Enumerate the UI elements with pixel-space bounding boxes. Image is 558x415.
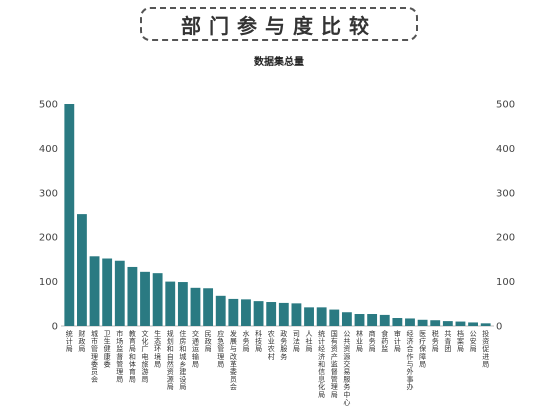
category-label-24: 商务局 (369, 329, 376, 353)
bar-15 (253, 301, 264, 326)
bar-32 (468, 322, 478, 326)
category-label-7: 生态环境局 (154, 329, 161, 368)
y-tick-right-1: 100 (496, 277, 515, 288)
bar-11 (203, 288, 214, 326)
bar-13 (228, 298, 239, 326)
category-label-6: 文化广电旅游局 (142, 329, 149, 384)
bar-7 (152, 273, 163, 326)
bar-10 (190, 287, 201, 326)
y-tick-right-4: 400 (496, 144, 515, 155)
category-label-12: 应急管理局 (217, 329, 224, 368)
category-label-26: 审计局 (394, 329, 401, 353)
bar-16 (266, 302, 277, 326)
y-tick-left-3: 300 (39, 188, 58, 199)
category-label-31: 档案局 (457, 329, 464, 353)
bar-21 (329, 309, 340, 326)
y-tick-right-5: 500 (496, 100, 515, 111)
category-label-22: 公共资源交易服务中心 (343, 330, 350, 406)
bar-4 (114, 260, 125, 326)
category-label-0: 统计局 (66, 329, 73, 353)
bar-30 (442, 321, 453, 326)
category-label-30: 共青团 (444, 329, 451, 353)
bar-12 (215, 295, 226, 326)
bar-6 (140, 271, 150, 326)
bar-19 (304, 307, 314, 326)
bar-22 (341, 312, 352, 326)
category-label-1: 财政局 (78, 329, 85, 353)
category-label-33: 投资促进局 (482, 329, 489, 368)
category-label-29: 税务局 (432, 329, 439, 353)
bar-23 (354, 314, 365, 326)
y-tick-left-0: 0 (52, 322, 58, 333)
bar-5 (127, 266, 138, 326)
y-tick-right-3: 300 (496, 188, 515, 199)
bar-29 (430, 320, 441, 326)
bar-0 (64, 104, 75, 326)
category-label-5: 教育局和体育局 (129, 329, 136, 384)
bar-2 (89, 256, 100, 326)
category-label-11: 民政局 (205, 330, 212, 353)
category-label-4: 市场监督管理局 (116, 329, 123, 384)
bar-9 (177, 282, 188, 326)
y-tick-right-2: 200 (496, 233, 515, 244)
bar-31 (455, 321, 466, 326)
category-label-16: 农业农村 (268, 329, 275, 361)
category-label-25: 食药监 (381, 329, 388, 353)
page-title: 部门参与度比较 (181, 13, 377, 38)
category-label-23: 林业局 (356, 329, 363, 353)
chart-subtitle: 数据集总量 (254, 57, 304, 68)
y-tick-right-0: 0 (496, 322, 502, 333)
category-label-21: 国有资产监督管理局 (331, 330, 338, 399)
y-tick-left-2: 200 (39, 233, 58, 244)
bar-28 (417, 319, 428, 326)
bar-33 (480, 323, 491, 326)
category-label-18: 司法局 (293, 330, 300, 353)
category-label-3: 卫生健康委 (104, 330, 111, 368)
bar-24 (367, 314, 378, 326)
bar-1 (77, 214, 87, 326)
category-label-15: 科技局 (255, 329, 262, 353)
category-label-17: 政务服务 (280, 329, 287, 361)
category-label-19: 人社局 (306, 330, 313, 353)
y-tick-left-5: 500 (39, 100, 58, 111)
bar-27 (405, 318, 415, 326)
category-label-10: 交通运输局 (192, 329, 199, 368)
category-label-8: 规划和自然资源局 (167, 329, 174, 391)
category-label-32: 公安局 (470, 330, 477, 353)
category-label-27: 经济合作与外事办 (406, 329, 413, 391)
bar-14 (241, 299, 251, 326)
category-label-9: 住房和城乡建设局 (179, 329, 186, 391)
category-label-13: 发展与改革委员会 (230, 329, 237, 391)
chart-title-box: 部门参与度比较 (140, 7, 418, 41)
category-label-20: 统计经济和信息化局 (318, 329, 325, 399)
bar-18 (291, 303, 302, 326)
bar-17 (278, 302, 289, 326)
bar-25 (379, 314, 390, 326)
bar-3 (102, 258, 113, 326)
y-tick-left-1: 100 (39, 277, 58, 288)
category-label-2: 城市管理委员会 (91, 330, 98, 384)
bar-8 (165, 281, 176, 326)
y-tick-left-4: 400 (39, 144, 58, 155)
bar-26 (392, 318, 403, 326)
bar-20 (316, 307, 327, 326)
category-label-28: 医疗保障局 (419, 330, 426, 368)
category-label-14: 水务局 (242, 329, 249, 353)
